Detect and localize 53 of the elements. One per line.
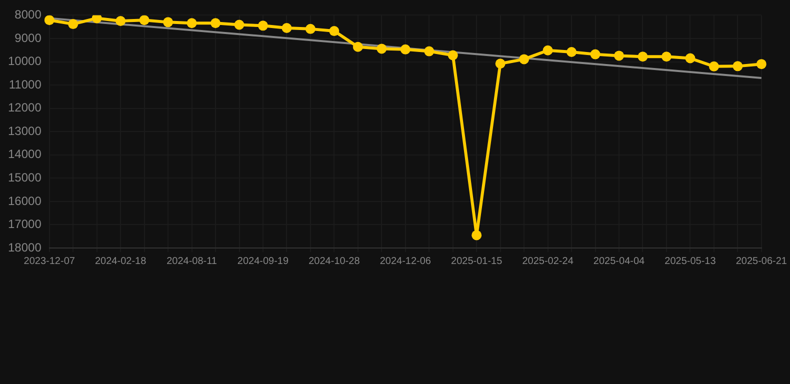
point	[400, 44, 410, 54]
y-tick-label: 14000	[8, 147, 42, 162]
point	[282, 23, 292, 34]
point	[116, 16, 126, 26]
x-tick-label: 2025-06-21	[736, 256, 788, 267]
x-tick-label: 2024-10-28	[308, 256, 360, 267]
x-tick-label: 2024-09-19	[237, 256, 289, 267]
point	[448, 50, 458, 60]
point	[566, 46, 577, 57]
y-tick-label: 13000	[8, 124, 42, 138]
y-tick-label: 8000	[14, 8, 42, 22]
point	[258, 20, 268, 31]
point	[495, 58, 506, 69]
point	[68, 19, 78, 30]
point	[472, 230, 482, 240]
x-tick-label: 2025-01-15	[451, 256, 503, 267]
point	[424, 46, 434, 56]
y-tick-label: 11000	[8, 77, 42, 92]
y-tick-label: 18000	[8, 240, 42, 254]
point	[163, 17, 174, 28]
point	[708, 61, 719, 72]
point	[186, 18, 197, 28]
point	[92, 15, 102, 24]
point	[542, 45, 553, 56]
point	[756, 59, 766, 70]
x-tick-label: 2025-02-24	[522, 256, 574, 267]
point	[139, 15, 150, 26]
y-tick-label: 9000	[14, 30, 42, 45]
point	[234, 20, 244, 30]
point	[732, 61, 743, 72]
x-tick-label: 2023-12-07	[24, 256, 76, 267]
point	[376, 44, 387, 54]
y-tick-label: 12000	[8, 100, 42, 115]
x-tick-label: 2024-12-06	[380, 256, 432, 267]
point	[329, 26, 340, 36]
point	[661, 52, 672, 62]
y-tick-label: 15000	[8, 170, 42, 184]
x-tick-label: 2024-08-11	[166, 256, 218, 267]
x-tick-label: 2025-04-04	[593, 256, 646, 267]
point	[590, 49, 600, 60]
point	[210, 18, 221, 28]
point	[638, 52, 648, 62]
point	[352, 42, 363, 52]
point	[519, 54, 530, 64]
y-tick-label: 10000	[8, 54, 42, 68]
y-tick-label: 17000	[8, 217, 42, 232]
point	[614, 50, 624, 61]
point	[685, 53, 696, 64]
x-tick-label: 2024-02-18	[94, 256, 147, 267]
point	[305, 24, 316, 34]
y-tick-label: 16000	[8, 194, 42, 208]
point	[44, 15, 54, 26]
x-tick-label: 2025-05-13	[664, 256, 716, 267]
